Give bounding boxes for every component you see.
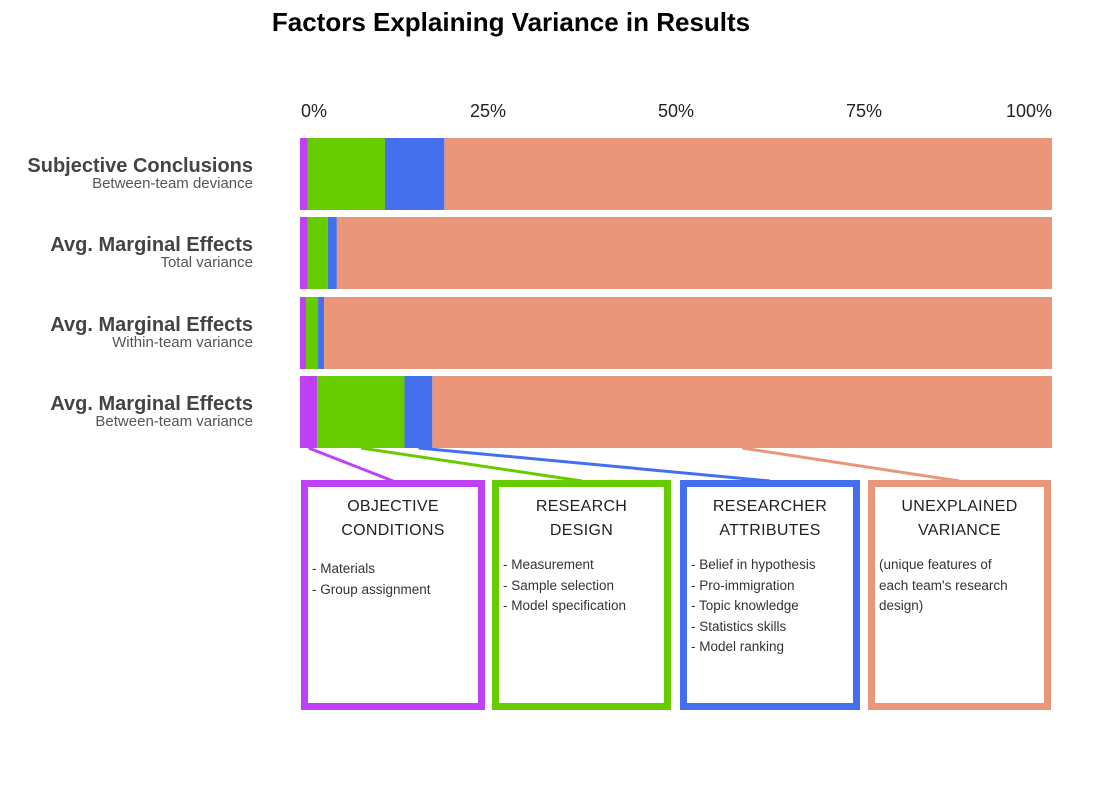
chart-title: Factors Explaining Variance in Results — [272, 7, 750, 37]
bar-segment-unexplained — [336, 217, 1052, 289]
x-axis-ticks: 0% 25% 50% 75% 100% — [301, 101, 1052, 121]
factor-box-title-line: RESEARCHER — [712, 498, 828, 515]
bar-segment-objective — [300, 297, 307, 369]
factor-box-items: - Belief in hypothesis - Pro-immigration -… — [687, 555, 820, 658]
x-tick-label: 0% — [301, 101, 327, 121]
factor-box-item: - Group assignment — [312, 581, 431, 597]
factor-box-title: RESEARCHER ATTRIBUTES — [687, 495, 853, 543]
factor-box-title-line: RESEARCH — [535, 498, 628, 515]
factor-box: RESEARCHER ATTRIBUTES - Belief in hypothes… — [680, 480, 860, 710]
factor-box-item: - Pro-immigration — [691, 577, 795, 593]
row-label-title: Avg. Marginal Effects — [50, 314, 253, 336]
factor-box-title-line: VARIANCE — [917, 522, 1001, 539]
row-label-subtitle: Between-team deviance — [92, 175, 253, 192]
factor-box-title-line: OBJECTIVE — [347, 498, 439, 515]
x-tick-label: 50% — [658, 101, 694, 121]
bar-segment-design — [307, 217, 328, 289]
bar-segment-objective — [300, 217, 308, 289]
bar-segment-design — [306, 297, 319, 369]
factor-box-title-line: ATTRIBUTES — [719, 522, 821, 539]
bar-segment-objective — [300, 138, 308, 210]
connector-line-design — [360, 446, 583, 483]
factor-box-item: - Belief in hypothesis — [691, 557, 816, 572]
factor-box-item: - Sample selection — [503, 577, 615, 593]
factor-box-title: RESEARCH DESIGN — [499, 495, 664, 543]
factor-box-title-line: DESIGN — [549, 522, 614, 539]
bar-segment-attributes — [404, 376, 433, 448]
factor-box-title-line: UNEXPLAINED — [901, 498, 1018, 515]
connector-line-objective — [308, 446, 394, 483]
row-label-subtitle: Between-team variance — [95, 413, 253, 430]
factor-box-title-line: CONDITIONS — [341, 522, 445, 539]
x-tick-label: 100% — [1006, 101, 1052, 121]
factor-box-items: - Measurement - Sample selection - Model s… — [499, 555, 630, 617]
row-label-title: Avg. Marginal Effects — [50, 393, 253, 415]
bars-group — [300, 138, 1053, 448]
connector-line-attributes — [418, 446, 771, 483]
bar-segment-unexplained — [444, 138, 1052, 210]
bar-segment-unexplained — [324, 297, 1053, 369]
factor-box-item: - Materials — [312, 561, 376, 576]
x-tick-label: 25% — [470, 101, 506, 121]
factor-box-item: each team's research — [879, 577, 1008, 593]
row-label-subtitle: Total variance — [160, 254, 253, 271]
factor-box: UNEXPLAINED VARIANCE (unique features of ea… — [868, 480, 1051, 710]
factor-box: OBJECTIVE CONDITIONS - Materials - Group as… — [301, 480, 485, 710]
bar-segment-design — [307, 138, 385, 210]
factor-box-title: OBJECTIVE CONDITIONS — [308, 495, 478, 543]
row-label-title: Subjective Conclusions — [27, 155, 253, 177]
factor-box-item: - Measurement — [503, 557, 594, 572]
factor-box-item: (unique features of — [879, 557, 992, 572]
bar-segment-objective — [300, 376, 318, 448]
bar-segment-attributes — [327, 217, 337, 289]
factor-box-item: - Model specification — [503, 598, 627, 613]
factor-box-item: - Statistics skills — [691, 618, 787, 634]
row-label-title: Avg. Marginal Effects — [50, 234, 253, 256]
factor-box-item: - Topic knowledge — [691, 598, 799, 613]
factor-box-item: - Model ranking — [691, 639, 785, 654]
factor-box-items: - Materials - Group assignment — [308, 559, 435, 600]
bar-segment-unexplained — [432, 376, 1052, 448]
bar-segment-attributes — [384, 138, 445, 210]
factor-box-title: UNEXPLAINED VARIANCE — [875, 495, 1044, 543]
connector-line-unexplained — [741, 446, 960, 483]
bar-segment-design — [317, 376, 405, 448]
connector-lines-group — [308, 446, 960, 483]
factor-box: RESEARCH DESIGN - Measurement - Sample sele… — [492, 480, 671, 710]
factor-box-item: design) — [879, 598, 924, 613]
bar-segment-attributes — [318, 297, 325, 369]
x-tick-label: 75% — [846, 101, 882, 121]
row-label-subtitle: Within-team variance — [112, 334, 253, 351]
factor-box-items: (unique features of each team's research d… — [875, 555, 1012, 617]
